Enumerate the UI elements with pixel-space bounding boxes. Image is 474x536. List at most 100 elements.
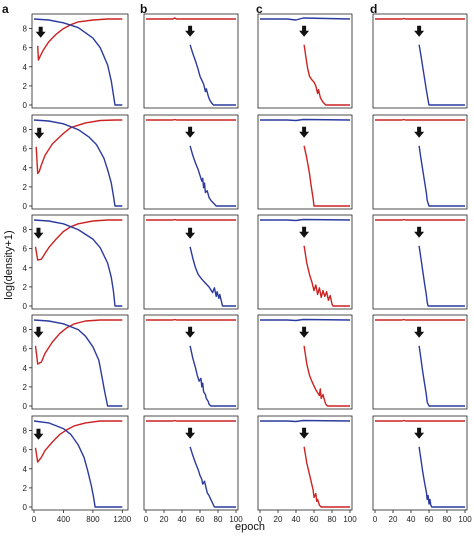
y-tick-label: 8 — [23, 326, 28, 335]
x-tick-label: 800 — [86, 515, 100, 524]
arrow-down-icon — [414, 25, 425, 37]
plot-frame — [372, 114, 468, 210]
y-tick-label: 6 — [23, 145, 28, 154]
plot-frame — [257, 214, 353, 310]
y-tick-label: 0 — [23, 302, 28, 311]
y-tick-label: 4 — [23, 164, 28, 173]
y-tick-label: 2 — [23, 183, 28, 192]
x-tick-label: 100 — [229, 515, 243, 524]
x-tick-label: 0 — [32, 515, 37, 524]
y-tick-label: 8 — [23, 126, 28, 135]
x-tick-label: 20 — [160, 515, 169, 524]
x-tick-label: 400 — [57, 515, 71, 524]
series-line-blue — [260, 419, 351, 423]
series-line-blue — [418, 345, 465, 407]
plot-frame — [372, 415, 468, 511]
series-line-blue — [418, 446, 465, 508]
plot-frame — [31, 314, 129, 410]
y-tick-label: 0 — [23, 202, 28, 211]
x-tick-label: 60 — [310, 515, 319, 524]
plot-frame — [143, 314, 239, 410]
x-tick-label: 100 — [458, 515, 472, 524]
arrow-down-icon — [185, 326, 196, 338]
series-line-blue — [33, 119, 123, 207]
panel-letter-a: a — [2, 2, 9, 16]
series-line-red — [303, 145, 350, 207]
plot-frame — [143, 214, 239, 310]
y-tick-label: 0 — [23, 503, 28, 512]
y-tick-label: 0 — [23, 402, 28, 411]
plot-frame — [372, 214, 468, 310]
panel-c-1 — [257, 13, 353, 109]
arrow-down-icon — [185, 126, 196, 138]
plot-frame — [257, 314, 353, 410]
series-line-red — [146, 118, 236, 121]
arrow-down-icon — [35, 26, 46, 38]
y-tick-label: 4 — [23, 264, 28, 273]
x-tick-label: 80 — [328, 515, 337, 524]
plot-frame — [257, 13, 353, 109]
x-tick-label: 20 — [274, 515, 283, 524]
plot-frame — [372, 13, 468, 109]
arrow-down-icon — [414, 226, 425, 238]
plot-frame — [31, 13, 129, 109]
series-line-red — [146, 419, 236, 422]
panel-b-2 — [143, 114, 239, 210]
panel-d-4 — [372, 314, 468, 410]
panel-letter-d: d — [370, 2, 377, 16]
y-tick-label: 2 — [23, 383, 28, 392]
series-line-blue — [189, 44, 236, 106]
x-tick-label: 0 — [144, 515, 149, 524]
arrow-down-icon — [33, 227, 44, 239]
series-line-blue — [418, 145, 465, 207]
panel-a-5: 0 2 4 6 8 0 400 800 1200 — [23, 415, 132, 524]
arrow-down-icon — [414, 427, 425, 439]
plot-frame — [143, 13, 239, 109]
y-tick-label: 6 — [23, 44, 28, 53]
series-line-red — [375, 419, 465, 422]
x-tick-label: 60 — [196, 515, 205, 524]
series-line-blue — [189, 246, 236, 307]
series-line-red — [37, 18, 123, 61]
series-line-red — [375, 118, 465, 121]
series-line-blue — [260, 218, 351, 222]
arrow-down-icon — [185, 227, 196, 239]
arrow-down-icon — [414, 326, 425, 338]
arrow-down-icon — [299, 427, 310, 439]
series-line-red — [146, 318, 236, 321]
plot-frame — [143, 415, 239, 511]
x-tick-label: 40 — [178, 515, 187, 524]
series-line-blue — [189, 345, 236, 407]
series-line-red — [303, 345, 350, 407]
y-tick-label: 2 — [23, 82, 28, 91]
x-tick-label: 1200 — [113, 515, 131, 524]
arrow-down-icon — [299, 326, 310, 338]
series-line-red — [34, 420, 123, 463]
y-tick-label: 4 — [23, 465, 28, 474]
x-tick-label: 60 — [425, 515, 434, 524]
y-tick-label: 4 — [23, 63, 28, 72]
y-tick-label: 6 — [23, 345, 28, 354]
panel-d-2 — [372, 114, 468, 210]
panel-letter-b: b — [140, 2, 147, 16]
series-line-blue — [33, 219, 123, 307]
panel-c-4 — [257, 314, 353, 410]
plot-frame — [143, 114, 239, 210]
plot-frame — [31, 415, 129, 511]
y-tick-label: 8 — [23, 226, 28, 235]
series-line-red — [375, 218, 465, 221]
arrow-down-icon — [299, 25, 310, 37]
arrow-down-icon — [33, 326, 44, 338]
panel-b-5: 0 20 40 60 80 100 — [143, 415, 243, 524]
y-tick-label: 4 — [23, 364, 28, 373]
series-line-blue — [189, 446, 236, 508]
series-line-red — [34, 219, 123, 261]
panel-b-1 — [143, 13, 239, 109]
arrow-down-icon — [299, 126, 310, 138]
panel-a-1: 0 2 4 6 8 — [23, 13, 129, 110]
series-line-blue — [189, 145, 236, 207]
panel-d-3 — [372, 214, 468, 310]
series-line-red — [303, 245, 350, 307]
